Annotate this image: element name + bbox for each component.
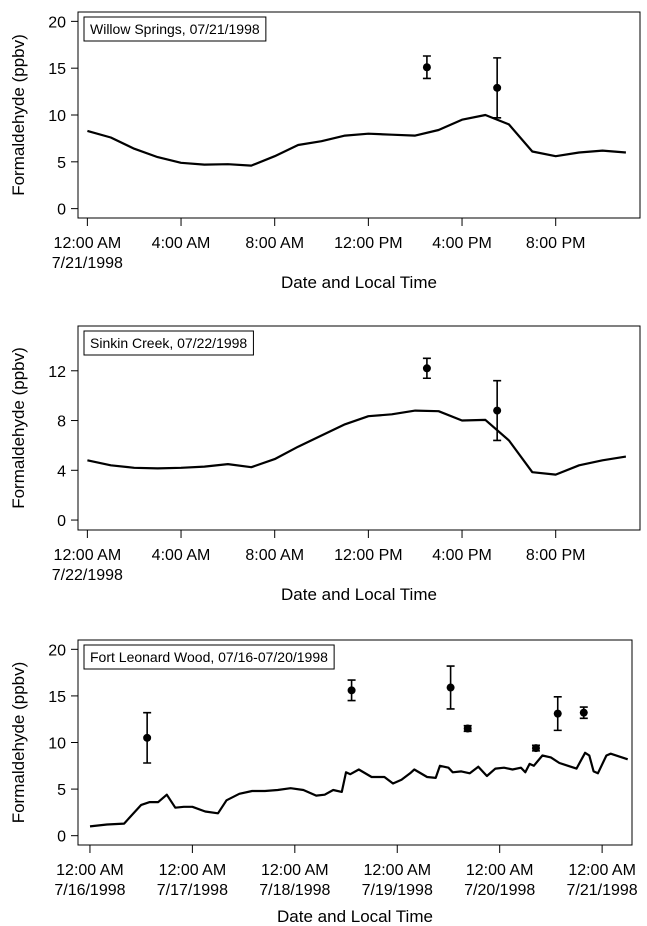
title-frame bbox=[83, 16, 267, 42]
y-tick-label: 5 bbox=[57, 155, 66, 172]
title-box: Sinkin Creek, 07/22/1998 bbox=[83, 330, 254, 356]
x-tick-label: 4:00 PM bbox=[432, 235, 492, 252]
x-tick-label: 12:00 PM bbox=[334, 547, 402, 564]
title-box: Fort Leonard Wood, 07/16-07/20/1998 bbox=[83, 644, 335, 670]
data-point bbox=[579, 708, 588, 717]
y-tick-label: 15 bbox=[48, 61, 66, 78]
data-point bbox=[446, 683, 455, 692]
data-point bbox=[493, 83, 502, 92]
data-line bbox=[87, 113, 626, 167]
y-tick-label: 8 bbox=[57, 414, 66, 431]
data-point bbox=[422, 63, 431, 72]
data-line bbox=[87, 409, 627, 476]
data-point bbox=[347, 686, 356, 695]
y-tick-label: 15 bbox=[48, 689, 66, 706]
x-tick-label: 4:00 AM bbox=[152, 547, 211, 564]
data-point bbox=[143, 733, 152, 742]
title-box: Willow Springs, 07/21/1998 bbox=[83, 16, 267, 42]
y-axis-label: Formaldehyde (ppbv) bbox=[9, 34, 28, 196]
data-line bbox=[89, 751, 629, 828]
x-tick-label: 12:00 AM 7/17/1998 bbox=[157, 862, 228, 899]
x-tick-label: 8:00 PM bbox=[526, 547, 586, 564]
x-axis-label: Date and Local Time bbox=[281, 585, 437, 604]
y-axis-label: Formaldehyde (ppbv) bbox=[9, 347, 28, 509]
title-frame bbox=[83, 330, 254, 356]
x-tick-label: 12:00 AM 7/18/1998 bbox=[259, 862, 330, 899]
title-frame bbox=[83, 644, 335, 670]
chart-title: Sinkin Creek, 07/22/1998 bbox=[90, 335, 247, 351]
chart-title: Fort Leonard Wood, 07/16-07/20/1998 bbox=[90, 649, 328, 665]
x-tick-label: 12:00 AM 7/21/1998 bbox=[52, 235, 123, 272]
x-tick-label: 12:00 AM 7/20/1998 bbox=[464, 862, 535, 899]
x-tick-label: 12:00 AM 7/21/1998 bbox=[567, 862, 638, 899]
x-tick-label: 12:00 AM 7/19/1998 bbox=[362, 862, 433, 899]
y-tick-label: 4 bbox=[57, 463, 66, 480]
data-point bbox=[422, 364, 431, 373]
y-tick-label: 10 bbox=[48, 736, 66, 753]
x-tick-label: 12:00 PM bbox=[334, 235, 402, 252]
x-tick-label: 8:00 PM bbox=[526, 235, 586, 252]
y-tick-label: 10 bbox=[48, 108, 66, 125]
y-tick-label: 0 bbox=[57, 202, 66, 219]
chart-title: Willow Springs, 07/21/1998 bbox=[90, 21, 260, 37]
x-tick-label: 4:00 PM bbox=[432, 547, 492, 564]
y-tick-label: 5 bbox=[57, 782, 66, 799]
plot-frame bbox=[77, 639, 633, 846]
data-point bbox=[553, 709, 562, 718]
x-tick-label: 8:00 AM bbox=[245, 235, 304, 252]
y-tick-label: 0 bbox=[57, 513, 66, 530]
plot-frame bbox=[77, 11, 641, 219]
x-tick-label: 4:00 AM bbox=[152, 235, 211, 252]
y-axis-label: Formaldehyde (ppbv) bbox=[9, 662, 28, 824]
y-tick-label: 20 bbox=[48, 642, 66, 659]
data-point bbox=[493, 406, 502, 415]
x-tick-label: 12:00 AM 7/16/1998 bbox=[54, 862, 125, 899]
x-axis-label: Date and Local Time bbox=[277, 907, 433, 926]
data-point bbox=[531, 744, 540, 753]
y-tick-label: 0 bbox=[57, 829, 66, 846]
x-tick-label: 12:00 AM 7/22/1998 bbox=[52, 547, 123, 584]
plot-frame bbox=[77, 325, 641, 531]
x-tick-label: 8:00 AM bbox=[245, 547, 304, 564]
y-tick-label: 12 bbox=[48, 364, 66, 381]
y-tick-label: 20 bbox=[48, 14, 66, 31]
data-point bbox=[463, 724, 472, 733]
x-axis-label: Date and Local Time bbox=[281, 273, 437, 292]
